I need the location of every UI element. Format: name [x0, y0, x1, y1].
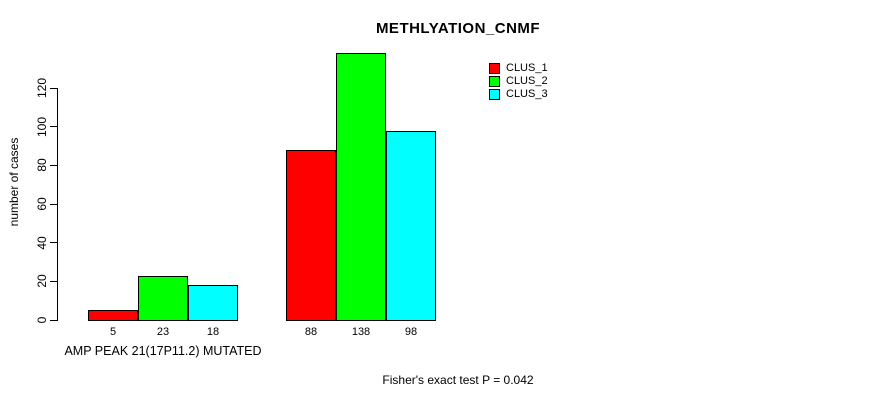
bar-value-label: 18	[206, 326, 220, 338]
bar-clus_1-group1	[88, 310, 138, 321]
y-tick-mark	[50, 319, 57, 321]
y-tick-mark	[50, 203, 57, 205]
annotation-text: Fisher's exact test P = 0.042	[382, 373, 534, 387]
y-axis-title: number of cases	[7, 137, 21, 227]
bar-value-label: 5	[109, 326, 117, 338]
legend-swatch-icon	[489, 76, 500, 87]
y-tick-mark	[50, 280, 57, 282]
legend-label: CLUS_3	[506, 88, 548, 100]
legend-row-clus_2: CLUS_2	[489, 76, 548, 87]
bar-clus_1-group2	[286, 150, 336, 321]
y-tick-mark	[50, 164, 57, 166]
legend-row-clus_1: CLUS_1	[489, 63, 548, 74]
y-tick-label: 80	[35, 158, 49, 173]
bar-value-label: 98	[404, 326, 418, 338]
y-tick-label: 20	[35, 274, 49, 289]
bar-clus_2-group1	[138, 276, 188, 321]
y-tick-mark	[50, 87, 57, 89]
legend-label: CLUS_1	[506, 62, 548, 74]
y-tick-label: 40	[35, 235, 49, 250]
bar-clus_3-group1	[188, 285, 238, 321]
legend: CLUS_1 CLUS_2 CLUS_3	[489, 63, 548, 102]
bar-value-label: 138	[351, 326, 371, 338]
y-tick-mark	[50, 126, 57, 128]
bar-clus_2-group2	[336, 53, 386, 321]
y-tick-label: 120	[35, 77, 49, 99]
x-axis-group-label: AMP PEAK 21(17P11.2) MUTATED	[64, 344, 262, 358]
legend-swatch-icon	[489, 89, 500, 100]
chart-title: METHLYATION_CNMF	[375, 20, 541, 37]
bar-value-label: 23	[156, 326, 170, 338]
y-tick-label: 100	[35, 116, 49, 137]
legend-swatch-icon	[489, 63, 500, 74]
bar-value-label: 88	[304, 326, 318, 338]
y-axis-line	[57, 88, 58, 321]
legend-row-clus_3: CLUS_3	[489, 89, 548, 100]
bar-clus_3-group2	[386, 131, 436, 321]
y-tick-mark	[50, 242, 57, 244]
y-tick-label: 0	[35, 316, 49, 324]
y-tick-label: 60	[35, 197, 49, 211]
legend-label: CLUS_2	[506, 75, 548, 87]
